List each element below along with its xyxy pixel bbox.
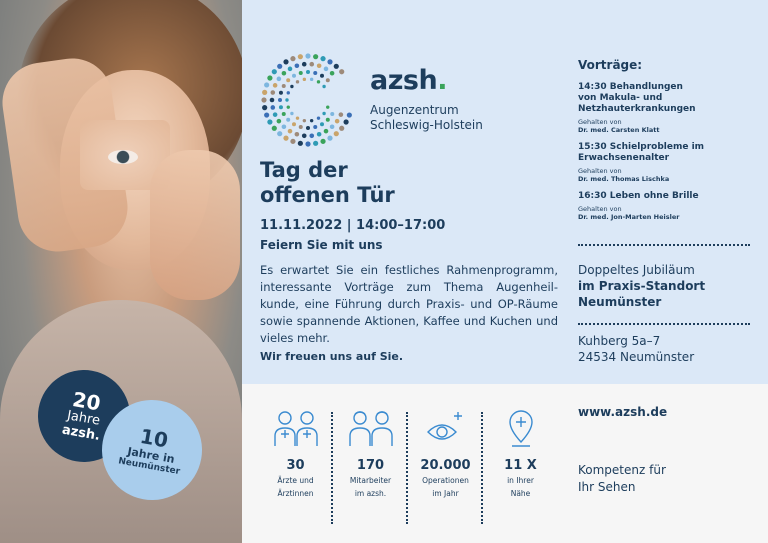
stat-item: 20.000 Operationen im Jahr xyxy=(408,408,483,533)
talk-item: 16:30 Leben ohne Brille Gehalten von Dr.… xyxy=(578,191,699,221)
talks-list: Vorträge: 14:30 Behandlungen von Makula-… xyxy=(578,58,753,229)
location-pin-icon xyxy=(506,408,536,448)
stat-item: 170 Mitarbeiter im azsh. xyxy=(333,408,408,533)
talks-heading: Vorträge: xyxy=(578,58,643,72)
event-date: 11.11.2022 | 14:00–17:00 xyxy=(260,218,446,233)
closing-text: Wir freuen uns auf Sie. xyxy=(260,350,404,363)
website-link[interactable]: www.azsh.de xyxy=(578,405,668,419)
tagline: Kompetenz für Ihr Sehen xyxy=(578,463,666,494)
stat-item: 30 Ärzte und Ärztinnen xyxy=(258,408,333,533)
eye-plus-icon xyxy=(424,408,468,448)
stats-row: 30 Ärzte und Ärztinnen 170 Mitarbeiter i… xyxy=(258,408,558,533)
body-text: Es erwartet Sie ein festliches Rahmenpro… xyxy=(260,263,558,345)
talk-item: 14:30 Behandlungen von Makula- und Netzh… xyxy=(578,82,696,134)
page-title: Tag der offenen Tür xyxy=(260,158,395,207)
doctors-icon xyxy=(270,408,322,448)
logo-wordmark: azsh. xyxy=(370,65,447,96)
logo-subtitle: Augenzentrum Schleswig-Holstein xyxy=(370,103,483,132)
stats-panel xyxy=(242,384,768,543)
eye xyxy=(108,150,138,164)
talk-item: 15:30 Schielprobleme im Erwachsenenalter… xyxy=(578,142,705,183)
divider xyxy=(578,244,750,246)
hero-photo xyxy=(0,0,242,543)
jubilee-text: Doppeltes Jubiläum im Praxis-Standort Ne… xyxy=(578,263,706,309)
divider xyxy=(578,323,750,325)
stat-item: 11 X in Ihrer Nähe xyxy=(483,408,558,533)
staff-icon xyxy=(345,408,397,448)
logo-dots-icon xyxy=(261,53,352,147)
address: Kuhberg 5a–7 24534 Neumünster xyxy=(578,334,695,364)
subheading: Feiern Sie mit uns xyxy=(260,238,383,252)
